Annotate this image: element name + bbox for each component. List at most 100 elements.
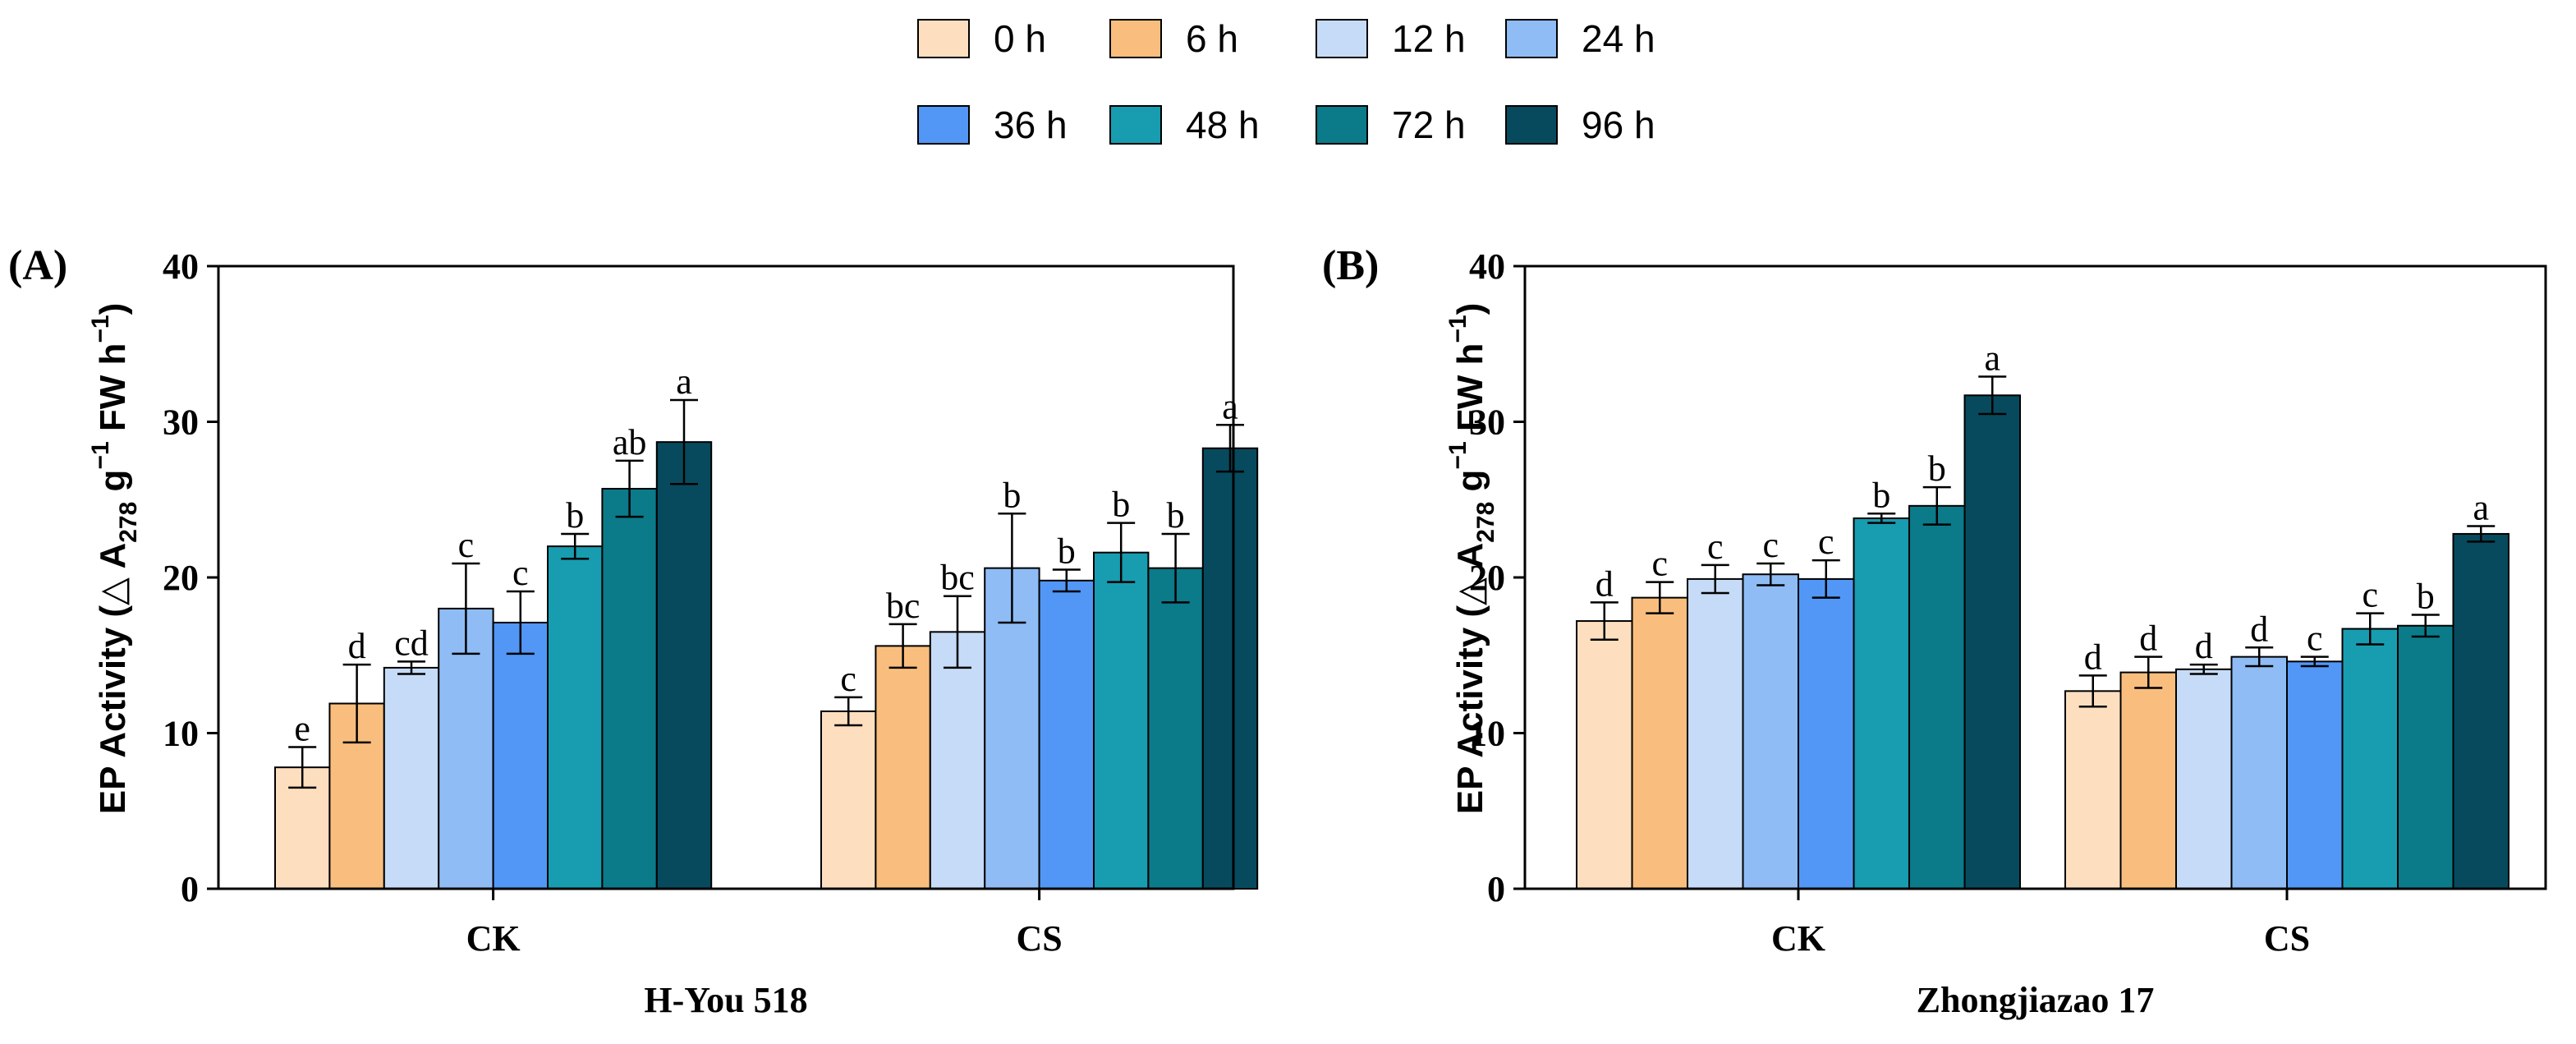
y-tick-label: 40 bbox=[1469, 246, 1505, 287]
legend-entry: 36 h bbox=[917, 103, 1068, 146]
bar bbox=[1147, 567, 1204, 890]
bar bbox=[820, 710, 877, 890]
significance-letter: c bbox=[840, 659, 856, 699]
significance-letter: b bbox=[1928, 448, 1946, 489]
y-axis-title: EP Activity (△ A278 g−1 FW h−1) bbox=[87, 303, 142, 815]
significance-letter: c bbox=[1818, 522, 1834, 562]
significance-letter: c bbox=[1762, 525, 1779, 565]
y-axis-title-superscript: −1 bbox=[87, 441, 114, 469]
bar bbox=[655, 441, 713, 890]
bar bbox=[1687, 577, 1744, 890]
bar bbox=[601, 487, 658, 890]
legend-label: 0 h bbox=[994, 17, 1046, 60]
legend-swatch bbox=[917, 19, 970, 58]
significance-letter: d bbox=[2084, 637, 2102, 677]
significance-letter: d bbox=[348, 626, 366, 666]
legend-entry: 72 h bbox=[1316, 103, 1466, 146]
y-axis-title-superscript: −1 bbox=[1444, 315, 1472, 343]
y-axis-title-part: ) bbox=[93, 303, 133, 315]
legend-label: 48 h bbox=[1186, 103, 1260, 146]
legend-swatch bbox=[1505, 19, 1558, 58]
y-axis-title-part: FW h bbox=[1450, 343, 1490, 442]
bar bbox=[929, 631, 986, 890]
legend-entry: 0 h bbox=[917, 17, 1046, 60]
y-tick-label: 10 bbox=[163, 714, 199, 754]
plot-frame bbox=[217, 264, 1235, 890]
panel-label: (B) bbox=[1322, 242, 1379, 289]
significance-letter: cd bbox=[394, 623, 429, 663]
significance-letter: c bbox=[512, 553, 529, 593]
x-axis-title: Zhongjiazao 17 bbox=[1917, 980, 2155, 1020]
y-axis-title-part: FW h bbox=[93, 343, 133, 442]
bar bbox=[1576, 620, 1633, 890]
chart-panel-a: (A)EP Activity (△ A278 g−1 FW h−1)010203… bbox=[8, 242, 1259, 1020]
legend-entry: 6 h bbox=[1109, 17, 1238, 60]
y-axis-title-subscript: 278 bbox=[115, 502, 142, 543]
legend-entry: 12 h bbox=[1316, 17, 1466, 60]
chart-panel-b: (B)EP Activity (△ A278 g−1 FW h−1)010203… bbox=[1322, 242, 2547, 1020]
bar bbox=[2341, 628, 2399, 890]
bar bbox=[1798, 577, 1855, 890]
legend-entry: 96 h bbox=[1505, 103, 1655, 146]
legend-label: 96 h bbox=[1582, 103, 1655, 146]
panel-label: (A) bbox=[8, 242, 67, 289]
significance-letter: c bbox=[2362, 575, 2378, 615]
legend-swatch bbox=[1505, 105, 1558, 145]
significance-letter: c bbox=[458, 525, 475, 565]
bar bbox=[1038, 579, 1095, 890]
bar bbox=[547, 545, 604, 890]
plot-frame bbox=[1523, 264, 2547, 890]
significance-letter: c bbox=[2307, 619, 2323, 659]
significance-letter: b bbox=[2417, 576, 2435, 616]
bar bbox=[2119, 671, 2177, 890]
significance-letter: b bbox=[1003, 475, 1021, 515]
legend-swatch bbox=[917, 105, 970, 145]
significance-letter: e bbox=[294, 709, 310, 749]
significance-letter: b bbox=[1112, 485, 1130, 525]
y-axis-title-subscript: 278 bbox=[1472, 502, 1499, 543]
y-tick-label: 0 bbox=[181, 869, 199, 909]
legend-label: 12 h bbox=[1392, 17, 1466, 60]
x-category-label: CK bbox=[466, 918, 521, 959]
y-tick-label: 30 bbox=[163, 402, 199, 443]
bar bbox=[2452, 532, 2509, 890]
significance-letter: b bbox=[1058, 531, 1076, 572]
legend-swatch bbox=[1316, 19, 1368, 58]
x-category-label: CS bbox=[2264, 918, 2310, 959]
bar bbox=[492, 621, 549, 890]
y-tick-label: 10 bbox=[1469, 714, 1505, 754]
y-axis-title-part: g bbox=[1450, 470, 1490, 502]
bar bbox=[1631, 596, 1688, 890]
legend-swatch bbox=[1316, 105, 1368, 145]
x-category-label: CS bbox=[1016, 918, 1062, 959]
significance-letter: bc bbox=[940, 558, 975, 598]
bar bbox=[1093, 551, 1150, 890]
legend-entry: 48 h bbox=[1109, 103, 1260, 146]
y-tick-label: 20 bbox=[1469, 558, 1505, 598]
y-axis-title-superscript: −1 bbox=[1444, 441, 1472, 469]
significance-letter: a bbox=[676, 361, 692, 402]
significance-letter: d bbox=[1596, 563, 1614, 604]
x-category-label: CK bbox=[1771, 918, 1825, 959]
x-axis-title: H-You 518 bbox=[644, 980, 807, 1020]
bar bbox=[2397, 624, 2454, 890]
y-axis-title-part: EP Activity (△ A bbox=[93, 543, 133, 815]
significance-letter: c bbox=[1651, 544, 1668, 584]
legend-swatch bbox=[1109, 105, 1162, 145]
significance-letter: a bbox=[1984, 338, 2000, 379]
legend: 0 h 6 h 12 h 24 h 36 h 48 h 72 h 96 h bbox=[917, 17, 1655, 146]
significance-letter: c bbox=[1707, 527, 1724, 567]
significance-letter: a bbox=[2473, 487, 2489, 527]
legend-label: 72 h bbox=[1392, 103, 1466, 146]
bar bbox=[1963, 394, 2021, 890]
y-axis-title: EP Activity (△ A278 g−1 FW h−1) bbox=[1444, 303, 1499, 815]
bar bbox=[438, 607, 494, 890]
bar bbox=[2064, 690, 2122, 890]
significance-letter: ab bbox=[613, 422, 647, 462]
bar bbox=[2230, 655, 2288, 890]
bar bbox=[2175, 668, 2233, 890]
significance-letter: b bbox=[1167, 495, 1185, 536]
bar bbox=[1201, 447, 1259, 890]
